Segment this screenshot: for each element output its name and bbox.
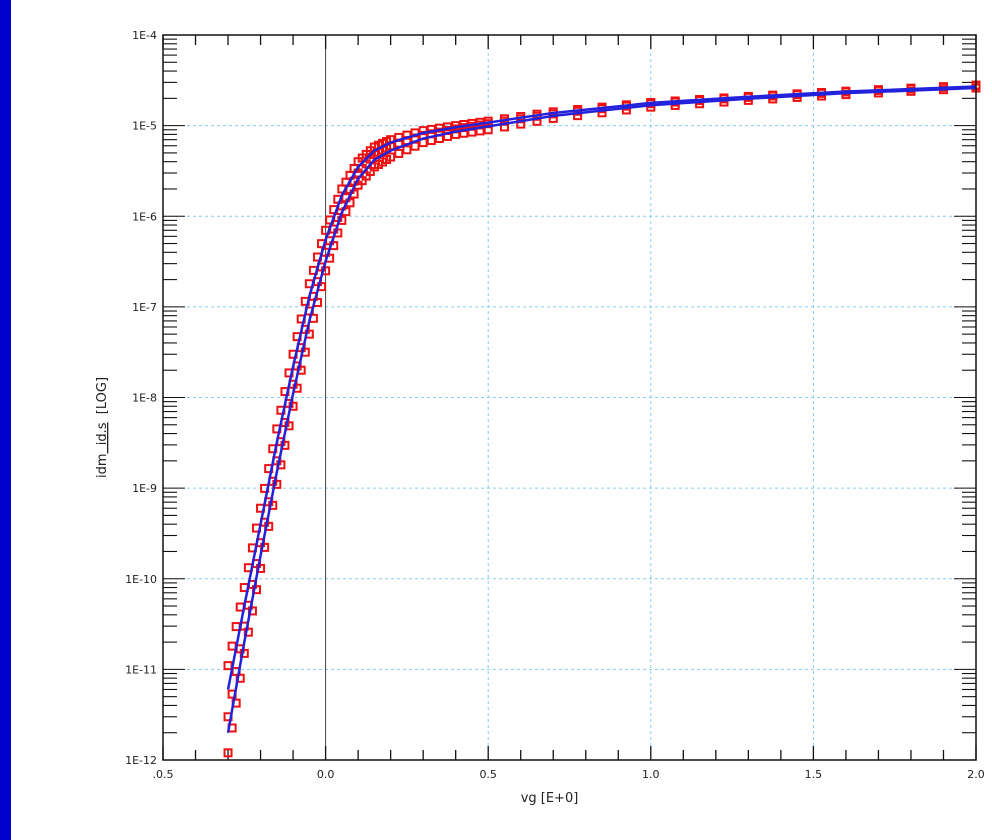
x-tick-label: 0.0 xyxy=(317,768,335,781)
y-tick-label: 1E-12 xyxy=(125,754,157,767)
series-id.m-curve xyxy=(223,81,981,722)
data-point xyxy=(426,124,436,134)
data-point xyxy=(223,748,233,758)
data-point xyxy=(394,148,404,158)
log-iv-chart: .0.5 0.0 0.5 1.0 1.5 2.0 1E-12 1E-11 1E-10 1E-9 1E… xyxy=(95,29,985,806)
x-tick-label: 1.0 xyxy=(642,768,660,781)
y-axis-title-part: [LOG] xyxy=(95,377,110,423)
data-point xyxy=(434,123,444,133)
labels-layer: .0.5 0.0 0.5 1.0 1.5 2.0 1E-12 1E-11 1E-10 1E-9 1E… xyxy=(95,29,985,806)
y-axis-title-part: id xyxy=(95,466,110,478)
y-axis-title-part: id.s xyxy=(95,422,110,453)
x-tick-label: 1.5 xyxy=(805,768,823,781)
y-tick-label: 1E-9 xyxy=(132,482,157,495)
y-tick-label: 1E-8 xyxy=(132,392,157,405)
x-axis-title: vg [E+0] xyxy=(521,791,579,806)
data-point xyxy=(402,145,412,155)
axes-layer xyxy=(162,34,977,761)
y-axis-title-part: m xyxy=(95,454,110,467)
plot-border xyxy=(162,34,977,761)
series-id.s-line xyxy=(226,85,977,690)
x-tick-label: .0.5 xyxy=(153,768,174,781)
y-tick-label: 1E-7 xyxy=(132,301,157,314)
y-tick-label: 1E-6 xyxy=(132,210,157,223)
y-axis-title: idm id.s [LOG] xyxy=(95,377,110,478)
y-tick-label: 1E-11 xyxy=(125,663,157,676)
data-point xyxy=(227,641,237,651)
series-layer xyxy=(223,80,981,758)
x-tick-label: 0.5 xyxy=(479,768,497,781)
y-tick-label: 1E-10 xyxy=(125,573,157,586)
series-id.m-curve xyxy=(223,80,981,671)
series-id.s-line xyxy=(226,86,977,733)
y-tick-label: 1E-4 xyxy=(132,29,157,42)
y-tick-label: 1E-5 xyxy=(132,120,157,133)
chart-frame: .0.5 0.0 0.5 1.0 1.5 2.0 1E-12 1E-11 1E-10 1E-9 1E… xyxy=(11,0,992,840)
minor-ticks xyxy=(162,34,977,761)
data-point xyxy=(223,661,233,671)
grid-layer xyxy=(163,35,976,760)
x-tick-label: 2.0 xyxy=(967,768,985,781)
data-point xyxy=(386,152,396,162)
